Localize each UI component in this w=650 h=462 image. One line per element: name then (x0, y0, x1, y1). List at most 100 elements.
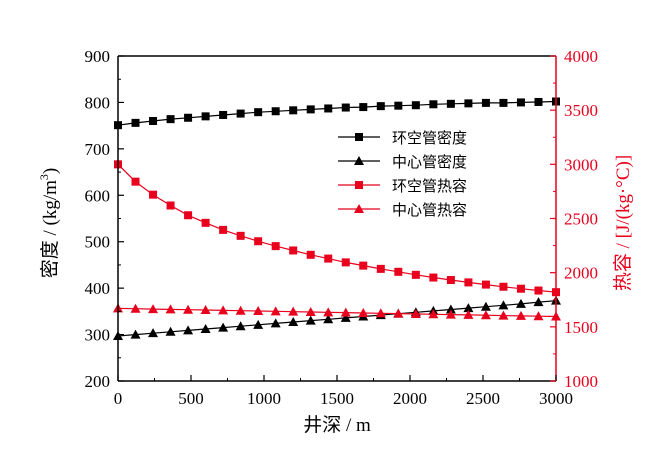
x-axis-label: 井深 / m (303, 414, 371, 436)
data-point (130, 303, 141, 313)
y-right-tick-label: 1500 (564, 318, 598, 337)
data-point (481, 98, 490, 107)
data-point (235, 305, 246, 315)
data-point (184, 211, 193, 220)
data-point (165, 304, 176, 314)
data-point (270, 318, 281, 328)
data-point (463, 309, 474, 319)
data-point (131, 177, 140, 186)
y-axis-left-label-close: ) (40, 168, 61, 174)
data-point (165, 326, 176, 336)
legend-item: 中心管热容 (338, 201, 467, 219)
data-point (184, 113, 193, 122)
y-axis-right-label: 热容 / [J/(kg·°C)] (612, 155, 634, 291)
y-left-tick-label: 400 (85, 279, 111, 298)
data-point (340, 307, 351, 317)
data-point (254, 108, 263, 117)
data-point (341, 258, 350, 267)
data-point (323, 314, 334, 324)
data-point (236, 231, 245, 240)
data-point (183, 304, 194, 314)
data-point (130, 329, 141, 339)
data-point (218, 305, 229, 315)
data-point (306, 105, 315, 114)
data-point (499, 98, 508, 107)
y-right-tick-label: 2000 (564, 264, 598, 283)
data-point (515, 298, 526, 308)
data-point (323, 307, 334, 317)
x-tick-label: 500 (178, 389, 204, 408)
legend-item: 中心管密度 (338, 153, 467, 171)
data-point (289, 106, 298, 115)
legend-marker (355, 181, 363, 189)
data-point (219, 110, 228, 119)
data-point (411, 270, 420, 279)
data-point (375, 308, 386, 318)
data-point (445, 309, 456, 319)
data-point (341, 103, 350, 112)
data-point (148, 328, 159, 338)
data-point (201, 218, 210, 227)
data-point (464, 278, 473, 287)
data-point (533, 311, 544, 321)
data-point (429, 273, 438, 282)
data-point (218, 322, 229, 332)
y-left-tick-label: 300 (85, 326, 111, 345)
data-point (201, 112, 210, 121)
data-point (515, 310, 526, 320)
x-tick-label: 2500 (466, 389, 500, 408)
data-point (446, 276, 455, 285)
series-4 (113, 303, 561, 321)
data-point (445, 304, 456, 314)
series-line (117, 163, 557, 293)
data-point (254, 237, 263, 246)
data-point (289, 246, 298, 255)
data-point (394, 267, 403, 276)
legend-label: 环空管热容 (392, 177, 467, 195)
legend-label: 中心管密度 (392, 153, 467, 171)
data-point (411, 101, 420, 110)
data-point (534, 97, 543, 106)
data-point (253, 306, 264, 316)
y-axis-left-label-exponent: 3 (37, 174, 51, 180)
data-point (288, 317, 299, 327)
data-point (166, 201, 175, 210)
data-point (376, 102, 385, 111)
data-point (305, 315, 316, 325)
data-point (131, 118, 140, 127)
data-point (149, 190, 158, 199)
legend-marker (354, 156, 364, 165)
data-point (516, 98, 525, 107)
y-axis-left-label: 密度 / (kg/m3) (37, 168, 61, 279)
y-left-tick-label: 800 (85, 93, 111, 112)
data-point (533, 297, 544, 307)
data-point (358, 307, 369, 317)
y-left-tick-label: 700 (85, 140, 111, 159)
data-point (148, 304, 159, 314)
data-point (359, 103, 368, 112)
x-tick-label: 0 (114, 389, 123, 408)
data-point (305, 306, 316, 316)
series-2 (113, 295, 561, 340)
data-point (394, 101, 403, 110)
data-point (429, 100, 438, 109)
data-point (271, 242, 280, 251)
data-point (219, 225, 228, 234)
series-line (117, 307, 557, 318)
data-point (149, 117, 158, 125)
data-point (324, 254, 333, 263)
x-tick-label: 3000 (539, 389, 573, 408)
series-layer (113, 97, 561, 340)
y-right-tick-label: 1000 (564, 372, 598, 391)
data-point (359, 261, 368, 270)
data-point (270, 306, 281, 316)
data-point (480, 301, 491, 311)
y-right-tick-label: 4000 (564, 47, 598, 66)
data-point (340, 312, 351, 322)
legend-label: 环空管密度 (392, 129, 467, 147)
data-point (481, 280, 490, 289)
y-right-tick-label: 2500 (564, 210, 598, 229)
data-point (235, 321, 246, 331)
